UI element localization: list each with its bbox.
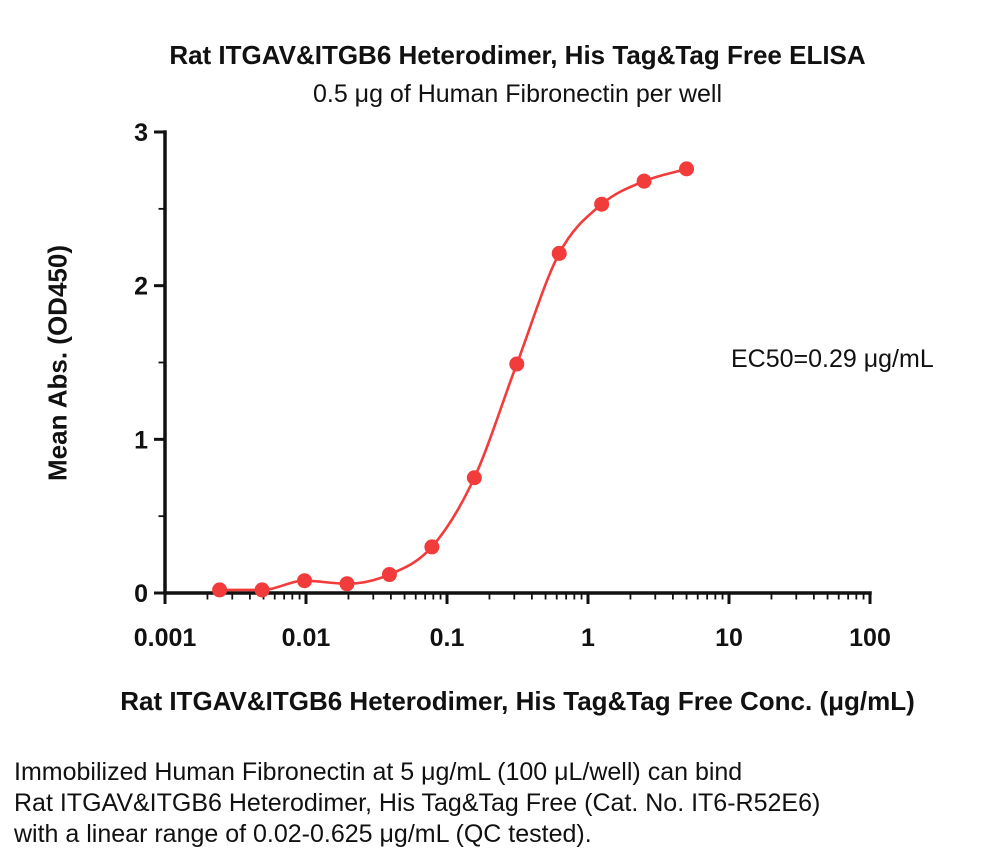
chart-subtitle: 0.5 μg of Human Fibronectin per well xyxy=(312,80,723,108)
caption-line-3: with a linear range of 0.02-0.625 μg/mL … xyxy=(14,820,592,848)
data-point xyxy=(509,356,525,372)
data-point xyxy=(297,573,313,589)
data-point xyxy=(381,567,397,583)
x-tick-label: 100 xyxy=(849,624,891,652)
y-axis-label: Mean Abs. (OD450) xyxy=(42,245,73,481)
data-point xyxy=(551,245,567,261)
data-point xyxy=(424,539,440,555)
x-axis-label: Rat ITGAV&ITGB6 Heterodimer, His Tag&Tag… xyxy=(120,686,915,716)
chart-title: Rat ITGAV&ITGB6 Heterodimer, His Tag&Tag… xyxy=(169,40,866,70)
data-point xyxy=(594,196,610,212)
x-tick-label: 0.001 xyxy=(134,624,197,652)
caption-line-1: Immobilized Human Fibronectin at 5 μg/mL… xyxy=(14,758,743,786)
figure-caption: Immobilized Human Fibronectin at 5 μg/mL… xyxy=(14,757,989,850)
data-point xyxy=(254,582,270,598)
caption-line-2: Rat ITGAV&ITGB6 Heterodimer, His Tag&Tag… xyxy=(14,789,821,817)
y-tick-label: 1 xyxy=(134,426,148,454)
x-tick-label: 0.01 xyxy=(282,624,331,652)
x-tick-label: 0.1 xyxy=(430,624,465,652)
ec50-annotation: EC50=0.29 μg/mL xyxy=(731,345,934,373)
y-tick-label: 0 xyxy=(134,580,148,608)
data-point xyxy=(339,576,355,592)
data-point xyxy=(636,173,652,189)
data-point xyxy=(466,470,482,486)
y-tick-label: 2 xyxy=(134,273,148,301)
y-tick-label: 3 xyxy=(134,119,148,147)
fit-curve xyxy=(219,167,687,592)
data-point xyxy=(212,582,228,598)
x-tick-label: 10 xyxy=(715,624,743,652)
data-point xyxy=(679,161,695,177)
x-tick-label: 1 xyxy=(581,624,595,652)
